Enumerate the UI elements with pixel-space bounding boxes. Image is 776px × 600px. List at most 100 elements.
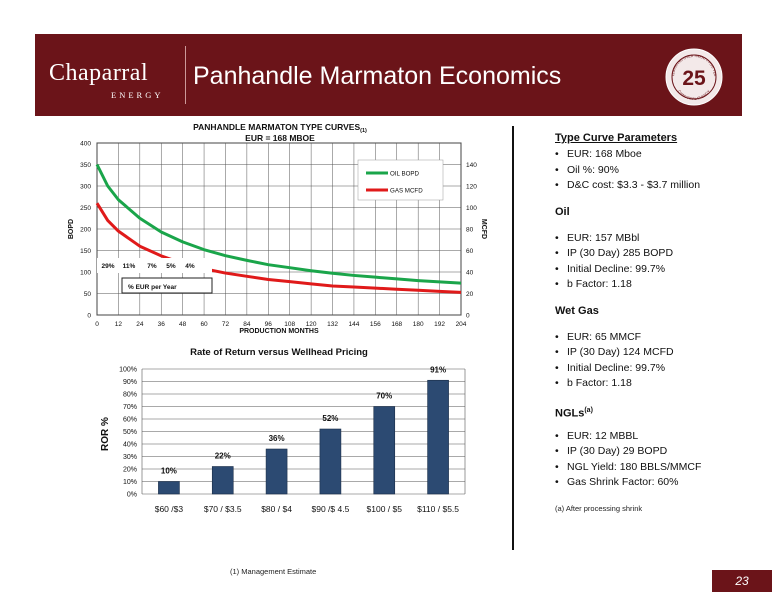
list-item: IP (30 Day) 124 MCFD [555,345,741,361]
header-bar: Chaparral ENERGY Panhandle Marmaton Econ… [35,34,742,116]
x-tick-label: 120 [306,321,317,328]
y2-tick-label: 20 [466,291,474,298]
list-item: b Factor: 1.18 [555,277,741,293]
bar-y-tick-label: 10% [123,479,137,486]
processing-footnote: (a) After processing shrink [555,504,643,513]
x-tick-label: 204 [456,321,467,328]
bar-category-label: $110 / $5.5 [417,504,459,514]
bar-category-label: $80 / $4 [261,504,292,514]
y2-tick-label: 0 [466,313,470,320]
chart-subtitle: EUR = 168 MBOE [245,133,315,143]
x-axis-label: PRODUCTION MONTHS [239,328,319,335]
bars [158,379,449,495]
badge-number: 25 [682,67,706,90]
list-item: IP (30 Day) 285 BOPD [555,246,741,262]
y2-axis-label: MCFD [480,219,487,239]
logo-wordmark: Chaparral [49,60,149,86]
header-divider [185,46,186,104]
list-item: b Factor: 1.18 [555,376,741,392]
wet-gas-list: EUR: 65 MMCF IP (30 Day) 124 MCFD Initia… [555,330,741,392]
x-tick-label: 60 [200,321,208,328]
eur-pct-label: 7% [147,263,157,270]
eur-pct-label: 29% [101,263,114,270]
x-tick-label: 132 [327,321,338,328]
eur-per-year-values: 29% 11% 7% 5% 4% [101,263,194,270]
list-item: Initial Decline: 99.7% [555,262,741,278]
list-item: EUR: 168 Mboe [555,147,741,163]
bar-data-labels: 10% 22% 36% 52% 70% 91% [161,365,446,475]
x-tick-labels: 0 12 24 36 48 60 72 84 96 108 120 132 144 156 168 180 19… [95,321,467,328]
section-heading-type-curve: Type Curve Parameters [555,132,678,144]
list-item: Initial Decline: 99.7% [555,361,741,377]
list-item: EUR: 157 MBbl [555,231,741,247]
list-item: Gas Shrink Factor: 60% [555,475,741,491]
legend-box [357,159,444,201]
bar-y-tick-label: 90% [123,379,137,386]
y-tick-label: 350 [80,162,91,169]
y-tick-label: 0 [87,313,91,320]
ngls-heading-text: NGLs [555,407,585,420]
bar-category-label: $60 /$3 [155,504,184,514]
bar [211,466,234,495]
y-tick-labels: 0 50 100 150 200 250 300 350 400 [80,141,91,320]
type-curve-chart: PANHANDLE MARMATON TYPE CURVES(1) EUR = … [68,122,487,335]
ngls-list: EUR: 12 MBBL IP (30 Day) 29 BOPD NGL Yie… [555,429,741,491]
x-tick-label: 24 [136,321,144,328]
list-item: NGL Yield: 180 BBLS/MMCF [555,460,741,476]
bar-y-tick-label: 60% [123,417,137,424]
eur-per-year-label: % EUR per Year [128,284,177,291]
bar-chart-title: Rate of Return versus Wellhead Pricing [190,347,368,358]
ror-bar-chart: Rate of Return versus Wellhead Pricing 0… [100,347,466,514]
bar-y-tick-label: 30% [123,454,137,461]
bar-y-tick-label: 0% [127,492,137,499]
list-item: Oil %: 90% [555,163,741,179]
list-item: IP (30 Day) 29 BOPD [555,444,741,460]
bar-y-tick-label: 100% [119,367,137,374]
series-lines [95,163,462,294]
bar-y-tick-label: 40% [123,442,137,449]
anniversary-badge-icon: CELEBRATING OVER TWENTY-FIVE YEARS 25 CH… [665,48,723,106]
legend: OIL BOPD GAS MCFD [357,159,444,201]
company-logo: Chaparral ENERGY [49,60,181,100]
x-tick-label: 12 [115,321,123,328]
y2-tick-labels: 0 20 40 60 80 100 120 140 [466,162,477,320]
eur-pct-label: 11% [123,263,136,270]
y2-tick-label: 120 [466,184,477,191]
bar-y-tick-labels: 0% 10% 20% 30% 40% 50% 60% 70% 80% 90% 100% [119,367,137,499]
bar-gridlines [141,368,466,495]
page-number: 23 [712,570,772,592]
section-heading-oil: Oil [555,205,570,218]
y-tick-label: 150 [80,248,91,255]
x-tick-label: 96 [265,321,273,328]
bar-data-label: 10% [161,467,177,476]
bar [427,379,449,495]
bar [265,448,288,495]
eur-pct-strip [97,258,212,273]
page-title: Panhandle Marmaton Economics [193,62,562,90]
bar-category-label: $100 / $5 [367,504,403,514]
y-tick-label: 300 [80,184,91,191]
ngls-heading-sup: (a) [584,406,593,414]
x-tick-label: 84 [243,321,251,328]
bar-data-label: 91% [430,365,446,374]
bar [373,406,396,495]
parameters-panel: Type Curve Parameters EUR: 168 Mboe Oil … [555,130,741,491]
bar-category-label: $70 / $3.5 [204,504,242,514]
management-footnote: (1) Management Estimate [230,567,317,576]
y2-tick-label: 80 [466,227,474,234]
chart-title: PANHANDLE MARMATON TYPE CURVES(1) [193,122,367,134]
bar-y-tick-label: 20% [123,467,137,474]
y-tick-label: 250 [80,205,91,212]
oil-list: EUR: 157 MBbl IP (30 Day) 285 BOPD Initi… [555,231,741,293]
x-tick-label: 180 [413,321,424,328]
bar-y-axis-label: ROR % [100,417,111,451]
series-line-gas-mcfd [95,202,462,294]
section-heading-ngls: NGLs(a) [555,402,741,420]
bar-category-label: $90 /$ 4.5 [312,504,350,514]
bar-data-label: 36% [269,434,285,443]
bar-data-label: 70% [376,392,392,401]
logo-subtext: ENERGY [111,90,164,100]
chart-title-sub: (1) [360,128,367,134]
bar [158,481,180,495]
chart-title-text: PANHANDLE MARMATON TYPE CURVES [193,122,360,132]
